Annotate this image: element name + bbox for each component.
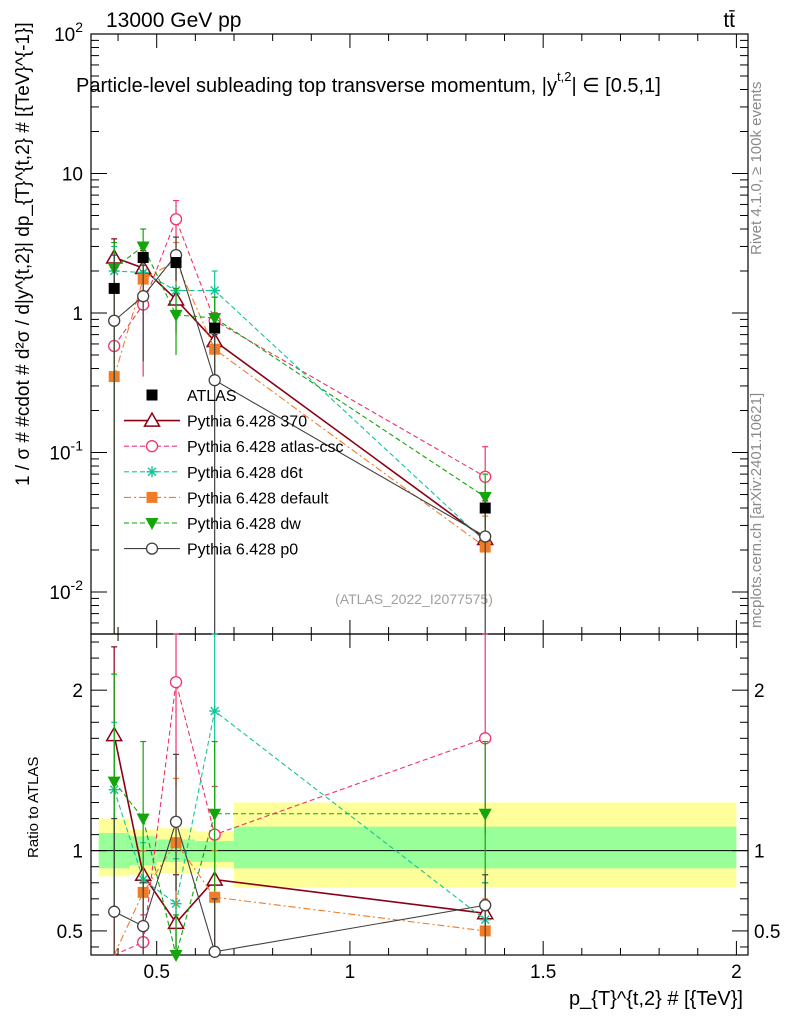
legend-marker [145, 440, 159, 453]
ratio-point [137, 919, 150, 933]
data-point [209, 284, 221, 296]
series-line [113, 217, 486, 478]
ratio-panel: 0.5 1 1.5 2 0.5 0.5 1 1 2 2 [57, 34, 780, 983]
ratio-y-tick-label: 0.5 [57, 922, 83, 943]
y-tick-label: 102 [54, 19, 83, 46]
data-point [108, 314, 121, 327]
energy-label: 13000 GeV pp [106, 9, 241, 32]
ratio-series-line [113, 841, 486, 956]
data-point [137, 290, 150, 303]
ratio-point [107, 776, 121, 789]
ratio-point [208, 808, 222, 821]
legend-marker [143, 411, 161, 427]
x-tick-label: 1.5 [530, 962, 556, 983]
legend-label: Pythia 6.428 dw [187, 516, 301, 533]
data-point [208, 313, 222, 326]
ratio-y-tick-label: 2 [72, 681, 83, 702]
y-tick-label: 10-2 [49, 577, 83, 604]
y-axis-title-main: 1 / σ # #cdot # d²σ / d|y^{t,2}| dp_{T}^… [13, 22, 34, 486]
atlas-point [137, 251, 149, 263]
ratio-point [209, 705, 221, 717]
data-point [208, 374, 221, 387]
ratio-y-tick-label-right: 0.5 [754, 922, 780, 943]
y-tick-label: 10 [62, 165, 83, 186]
ratio-point [209, 891, 221, 903]
x-tick-label: 1 [345, 962, 356, 983]
y-axis-title-ratio: Ratio to ATLAS [25, 757, 42, 858]
series-atlas [108, 251, 491, 514]
data-point [479, 530, 492, 543]
ratio-point [108, 905, 121, 918]
atlas-point [479, 502, 491, 514]
plot-title-sup: t,2 [557, 69, 571, 84]
legend-label: Pythia 6.428 atlas-csc [187, 439, 344, 456]
analysis-watermark: (ATLAS_2022_I2077575) [335, 591, 493, 607]
rivet-label: Rivet 4.1.0, ≥ 100k events [748, 82, 765, 255]
x-axis-title: p_{T}^{t,2} # [{TeV}] [569, 988, 743, 1010]
ratio-series-line [113, 682, 486, 956]
series-p0 [108, 236, 492, 634]
plot-title-end: | ∈ [0.5,1] [571, 75, 660, 97]
ratio-frame [90, 633, 749, 956]
ratio-y-tick-label: 1 [72, 842, 83, 863]
y-tick-label-base: 10 [49, 583, 70, 604]
plot-title: Particle-level subleading top transverse… [76, 69, 661, 97]
data-point [169, 309, 183, 322]
legend-marker [146, 491, 158, 503]
legend-marker [145, 542, 159, 555]
data-point [136, 241, 150, 254]
y-tick-label-base: 10 [49, 444, 70, 465]
ratio-point [169, 676, 183, 689]
legend-label: ATLAS [187, 388, 237, 405]
star-stroke [210, 286, 220, 295]
legend-label: Pythia 6.428 p0 [187, 542, 298, 559]
x-tick-label: 2 [731, 962, 742, 983]
legend-marker [146, 466, 158, 478]
legend-label: Pythia 6.428 370 [187, 414, 307, 431]
ratio-point [479, 899, 492, 912]
ratio-point [169, 815, 183, 828]
atlas-point [209, 322, 221, 334]
x-tick-label: 0.5 [143, 962, 169, 983]
y-tick-label: 1 [72, 304, 83, 325]
ratio-series-dw [107, 673, 492, 962]
ratio-point [136, 813, 150, 826]
ratio-y-tick-label-right: 1 [754, 842, 765, 863]
atlas-point [108, 282, 120, 294]
ratio-point [208, 945, 221, 958]
star-stroke [210, 706, 220, 716]
atlas-point [170, 257, 182, 269]
process-label: tt̄ [723, 9, 735, 32]
data-point [169, 213, 183, 226]
legend-label: Pythia 6.428 d6t [187, 465, 303, 482]
legend-label: Pythia 6.428 default [187, 490, 329, 507]
star-stroke [147, 467, 157, 477]
legend: ATLAS Pythia 6.428 370 Pythia 6.428 atlas-… [124, 388, 344, 559]
series-p370 [105, 238, 494, 634]
y-tick-label-exp: 2 [75, 19, 83, 35]
legend-marker [145, 518, 159, 530]
y-tick-label-exp: -2 [71, 577, 84, 593]
ratio-point [478, 808, 492, 821]
y-tick-label-base: 10 [54, 25, 75, 46]
legend-marker [146, 389, 158, 401]
y-tick-label-exp: -1 [71, 438, 84, 454]
mcplots-label: mcplots.cern.ch [arXiv:2401.10621] [748, 393, 765, 628]
series-line [113, 245, 486, 498]
ratio-series-p0 [108, 753, 492, 958]
ratio-point [169, 950, 183, 962]
plot-title-main: Particle-level subleading top transverse… [76, 75, 557, 97]
y-tick-label: 10-1 [49, 438, 83, 465]
ratio-y-tick-label-right: 2 [754, 681, 765, 702]
data-point [478, 491, 492, 504]
